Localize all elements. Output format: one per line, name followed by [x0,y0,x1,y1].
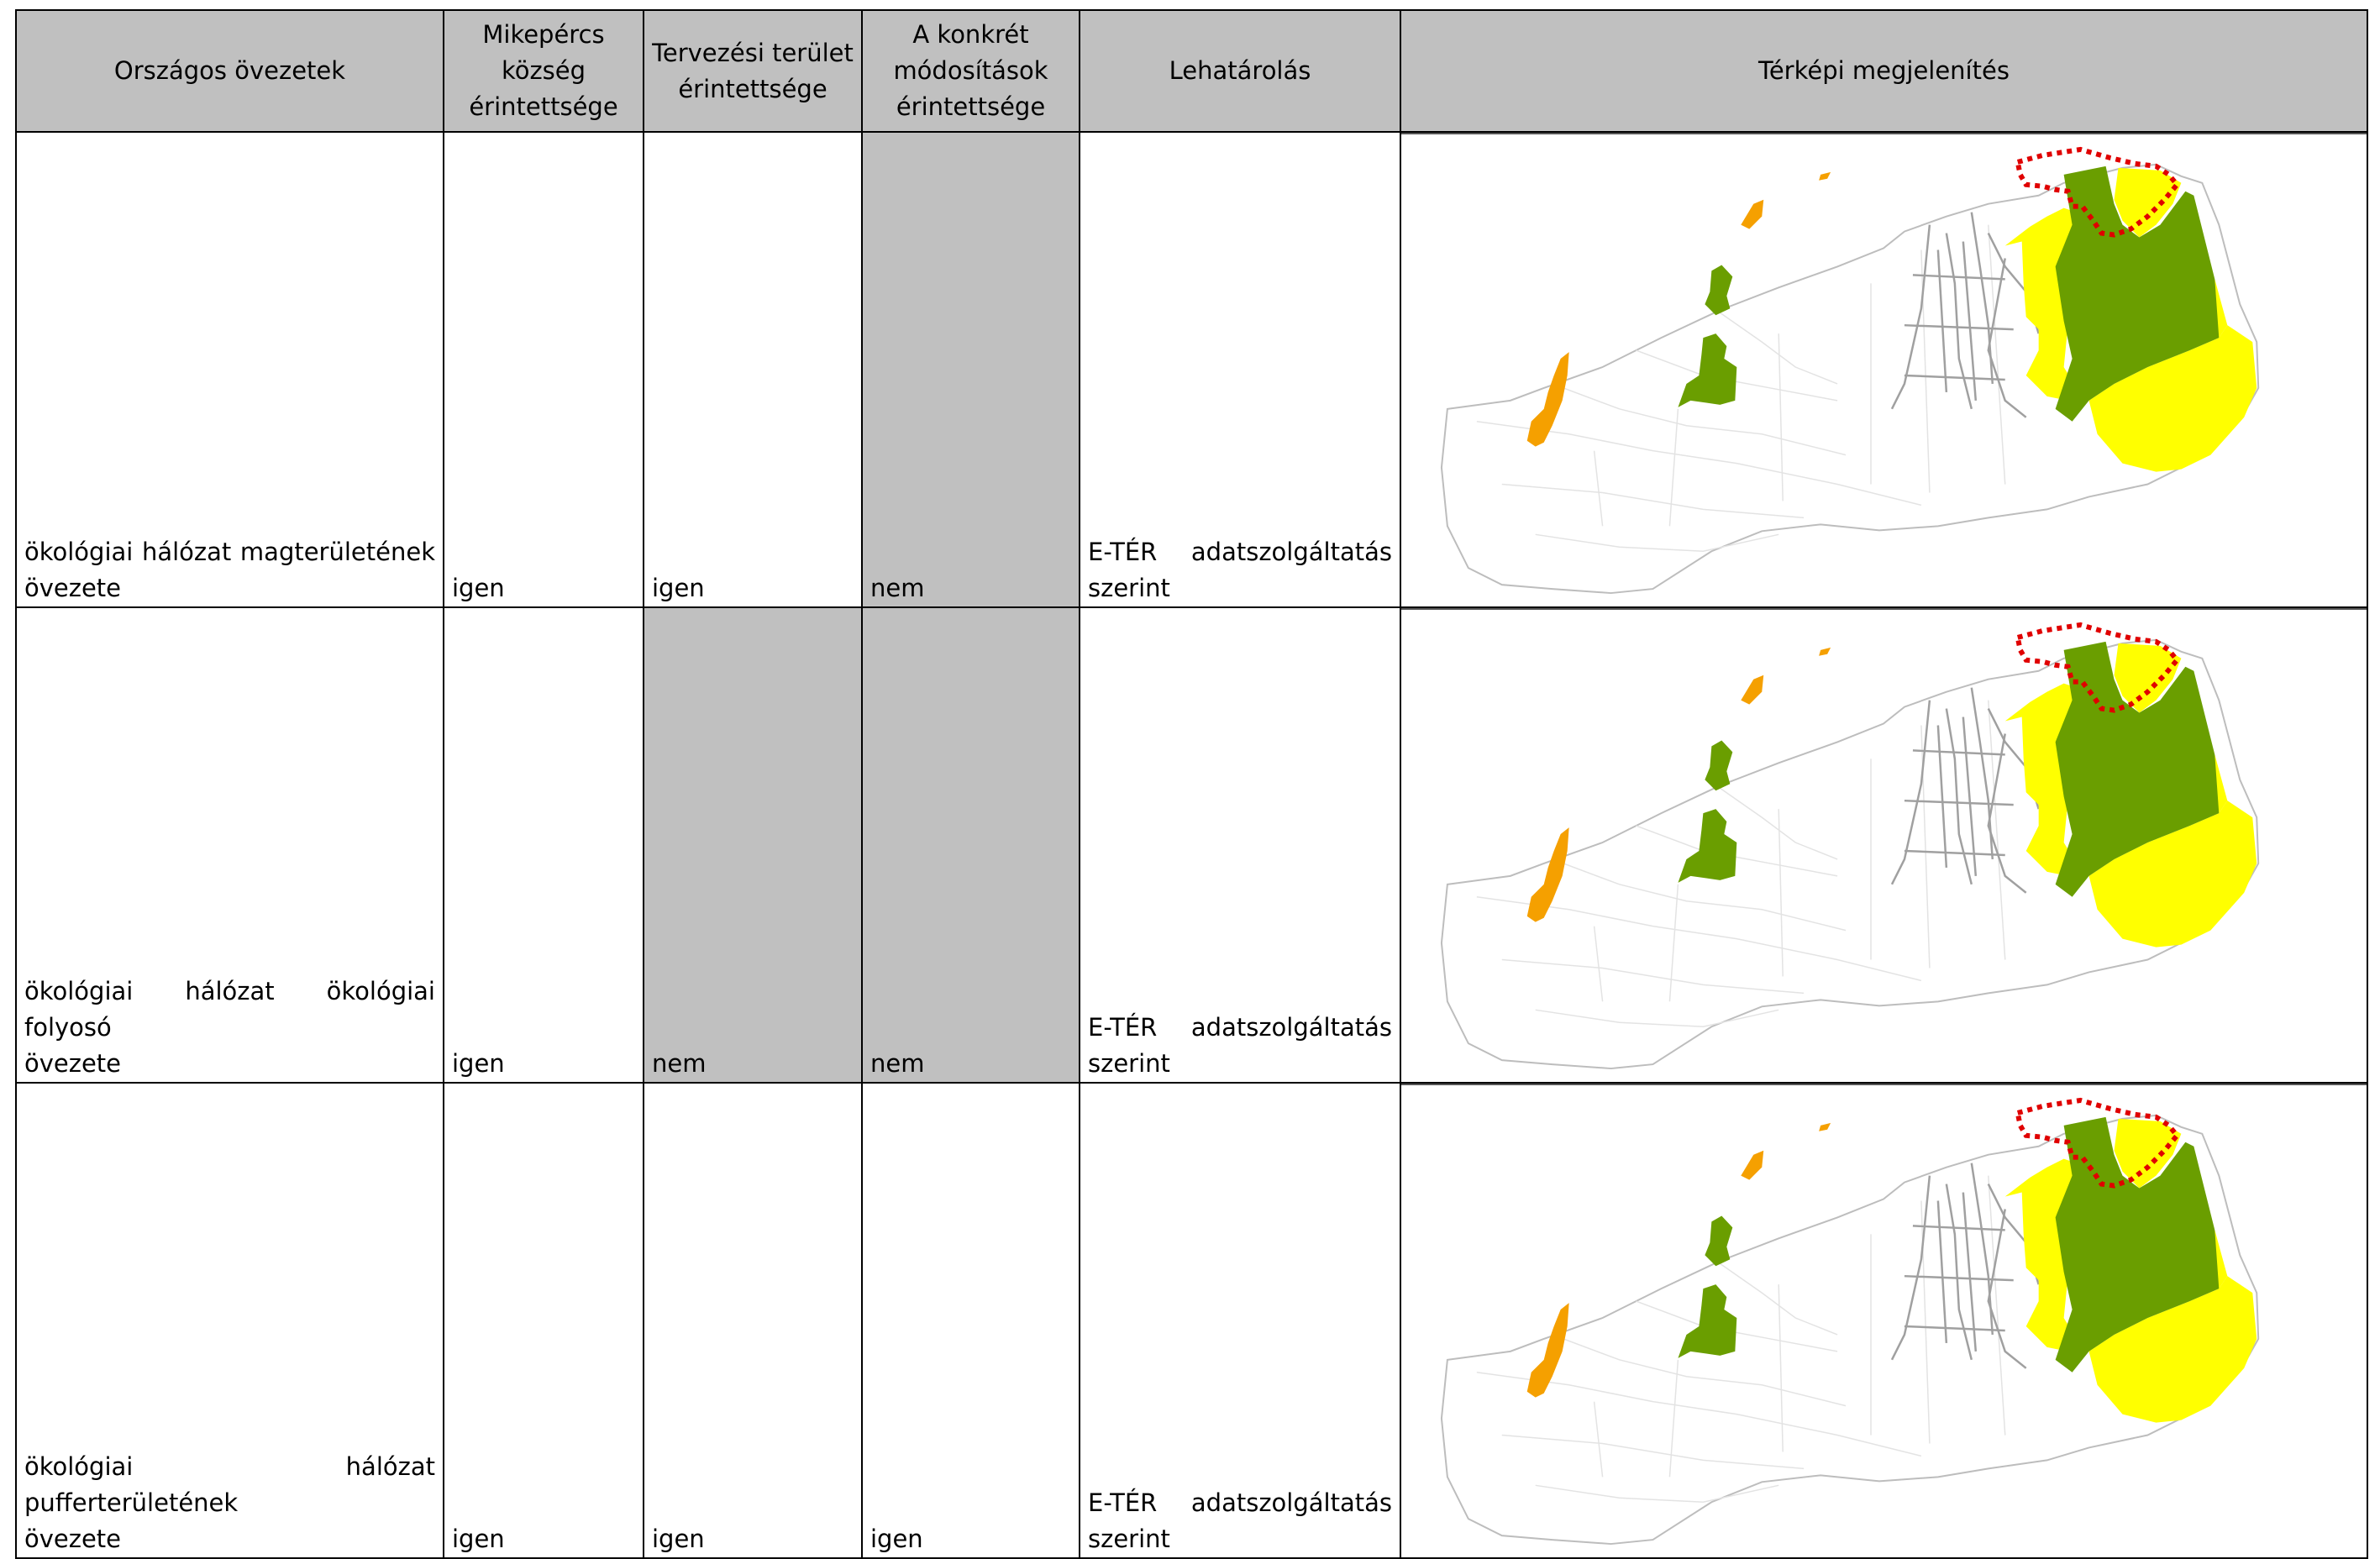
core-area-main [2055,1116,2220,1373]
zone-name-line1: ökológiai hálózat pufferterületének [24,1452,435,1517]
orange-patch-west [1526,1303,1569,1398]
buffer-area-northeast [2114,167,2182,238]
delimitation-line1: E-TÉR adatszolgáltatás [1088,538,1392,566]
map-cell [1400,1082,2368,1559]
orange-patch-north [1741,1150,1764,1180]
zone-name-line2: övezete [24,1049,122,1078]
delimitation-cell: E-TÉR adatszolgáltatás szerint [1079,606,1401,1084]
header-village-line1: Mikepércs [482,20,605,49]
buffer-area-southeast [2088,325,2257,472]
orange-patch-small [1819,171,1831,181]
village-streets [1890,212,2040,418]
village-streets [1890,1163,2040,1369]
zone-cell: ökológiai hálózat ökológiai folyosó övez… [15,606,444,1084]
modifications-value: nem [870,574,925,602]
village-cell: igen [443,131,644,608]
zone-name-line2: övezete [24,574,122,602]
village-cell: igen [443,1082,644,1559]
core-area-main [2055,641,2220,897]
orange-patch-west [1526,827,1569,922]
core-area-west1 [1705,1215,1733,1267]
header-delimitation: Lehatárolás [1079,9,1401,133]
header-national-zones: Országos övezetek [15,9,444,133]
buffer-area-northeast [2114,1118,2182,1189]
village-value: igen [452,574,505,602]
map-cell [1400,131,2368,608]
buffer-area-northeast [2114,643,2182,713]
planning-cell: igen [643,1082,863,1559]
header-row: Országos övezetek Mikepércs község érint… [15,9,2368,133]
header-village-affected: Mikepércs község érintettsége [443,9,644,133]
core-area-west1 [1705,740,1733,791]
zone-name-line1: ökológiai hálózat magterületének [24,538,435,566]
zone-map [1401,1084,2367,1546]
header-map-display: Térképi megjelenítés [1400,9,2368,133]
orange-patch-small [1819,647,1831,656]
header-planning-line2: érintettsége [678,74,827,103]
modifications-value: nem [870,1049,925,1078]
zone-cell: ökológiai hálózat magterületének övezete [15,131,444,608]
header-planning-area-affected: Tervezési terület érintettsége [643,9,863,133]
header-delimitation-label: Lehatárolás [1169,56,1311,85]
parcel-lines [1476,700,2006,1027]
village-value: igen [452,1525,505,1553]
buffer-area-southeast [2088,1276,2257,1423]
delimitation-line1: E-TÉR adatszolgáltatás [1088,1488,1392,1517]
buffer-area-north [2004,683,2077,876]
table-row: ökológiai hálózat pufferterületének övez… [15,1082,2368,1559]
orange-patch-north [1741,199,1764,229]
buffer-area-southeast [2088,800,2257,947]
table-row: ökológiai hálózat ökológiai folyosó övez… [15,606,2368,1084]
core-area-west2 [1678,1284,1737,1358]
buffer-area-north [2004,1158,2077,1352]
orange-patch-small [1819,1122,1831,1131]
header-village-line2: község [501,56,586,85]
delimitation-line1: E-TÉR adatszolgáltatás [1088,1013,1392,1042]
village-streets [1890,687,2040,894]
header-map-display-label: Térképi megjelenítés [1758,56,2010,85]
header-mod-line2: módosítások [893,56,1048,85]
orange-patch-north [1741,675,1764,705]
delimitation-line2: szerint [1088,1525,1170,1553]
header-mod-line1: A konkrét [912,20,1029,49]
planning-value: nem [652,1049,707,1078]
core-area-west1 [1705,265,1733,316]
planning-cell: igen [643,131,863,608]
buffer-area-north [2004,207,2077,401]
zone-map [1401,133,2367,595]
core-area-west2 [1678,809,1737,883]
zone-map [1401,608,2367,1070]
map-cell [1400,606,2368,1084]
modifications-cell: nem [861,606,1080,1084]
modifications-cell: igen [861,1082,1080,1559]
delimitation-line2: szerint [1088,574,1170,602]
zone-name-line2: övezete [24,1525,122,1553]
core-area-west2 [1678,333,1737,407]
boundary-outline-dotted [2015,146,2181,238]
planning-cell: nem [643,606,863,1084]
zone-name-line1: ökológiai hálózat ökológiai folyosó [24,977,435,1042]
planning-value: igen [652,574,705,602]
table-row: ökológiai hálózat magterületének övezete… [15,131,2368,608]
village-cell: igen [443,606,644,1084]
core-area-main [2055,165,2220,422]
national-zones-table: Országos övezetek Mikepércs község érint… [15,9,2368,1559]
header-modifications-affected: A konkrét módosítások érintettsége [861,9,1080,133]
modifications-value: igen [870,1525,923,1553]
delimitation-cell: E-TÉR adatszolgáltatás szerint [1079,1082,1401,1559]
modifications-cell: nem [861,131,1080,608]
zone-cell: ökológiai hálózat pufferterületének övez… [15,1082,444,1559]
village-value: igen [452,1049,505,1078]
header-mod-line3: érintettsége [896,92,1046,121]
delimitation-line2: szerint [1088,1049,1170,1078]
boundary-outline-dotted [2015,622,2181,713]
boundary-outline-dotted [2015,1097,2181,1189]
orange-patch-west [1526,352,1569,447]
planning-value: igen [652,1525,705,1553]
header-planning-line1: Tervezési terület [652,38,854,67]
header-village-line3: érintettsége [469,92,618,121]
delimitation-cell: E-TÉR adatszolgáltatás szerint [1079,131,1401,608]
header-national-zones-label: Országos övezetek [113,56,346,85]
